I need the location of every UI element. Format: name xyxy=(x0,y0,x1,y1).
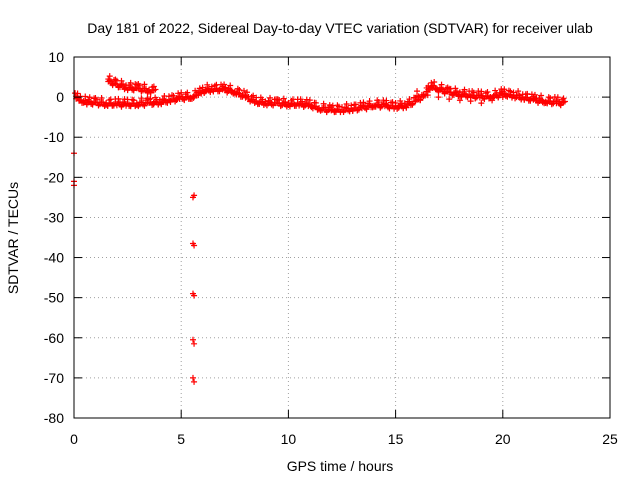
data-point xyxy=(191,378,198,385)
data-point xyxy=(561,98,568,105)
series-group xyxy=(414,88,517,107)
data-point xyxy=(82,97,89,104)
axis-ticks: 10 0 -10 -20 -30 -40 -50 -60 -70 -80 0 5 10 15 20 25 xyxy=(44,49,618,447)
data-point xyxy=(72,90,79,97)
y-tick-label: -30 xyxy=(44,209,64,225)
data-series xyxy=(71,73,568,385)
series-group xyxy=(71,90,198,385)
data-point xyxy=(435,94,442,101)
series-group xyxy=(73,78,568,116)
y-axis-label: SDTVAR / TECUs xyxy=(5,182,21,294)
y-tick-label: -60 xyxy=(44,330,64,346)
data-point xyxy=(191,192,198,199)
y-tick-label: 0 xyxy=(56,89,64,105)
x-tick-label: 25 xyxy=(602,431,618,447)
data-point xyxy=(499,94,506,101)
y-tick-label: -10 xyxy=(44,129,64,145)
data-point xyxy=(152,86,159,93)
data-point xyxy=(191,242,198,249)
data-point xyxy=(510,92,517,99)
x-tick-label: 20 xyxy=(495,431,511,447)
data-point xyxy=(414,88,421,95)
data-point xyxy=(191,340,198,347)
plot-area xyxy=(73,56,611,419)
data-point xyxy=(409,101,416,108)
grid-lines xyxy=(74,57,610,418)
data-point xyxy=(190,94,197,101)
data-point xyxy=(417,97,424,104)
x-axis-label: GPS time / hours xyxy=(287,458,394,474)
y-tick-label: -50 xyxy=(44,290,64,306)
y-tick-label: -40 xyxy=(44,250,64,266)
data-point xyxy=(189,336,196,343)
data-point xyxy=(189,374,196,381)
data-point xyxy=(478,100,485,107)
y-tick-label: 10 xyxy=(48,49,64,65)
data-point xyxy=(456,97,463,104)
x-tick-label: 0 xyxy=(70,431,78,447)
data-point xyxy=(467,98,474,105)
x-tick-label: 5 xyxy=(177,431,185,447)
data-point xyxy=(191,292,198,299)
data-point xyxy=(446,96,453,103)
data-point xyxy=(403,104,410,111)
series-group xyxy=(105,73,159,96)
y-tick-label: -20 xyxy=(44,169,64,185)
data-point xyxy=(424,92,431,99)
y-tick-label: -70 xyxy=(44,370,64,386)
chart-title: Day 181 of 2022, Sidereal Day-to-day VTE… xyxy=(87,20,593,36)
x-tick-label: 15 xyxy=(388,431,404,447)
y-tick-label: -80 xyxy=(44,410,64,426)
x-tick-label: 10 xyxy=(281,431,297,447)
data-point xyxy=(489,97,496,104)
